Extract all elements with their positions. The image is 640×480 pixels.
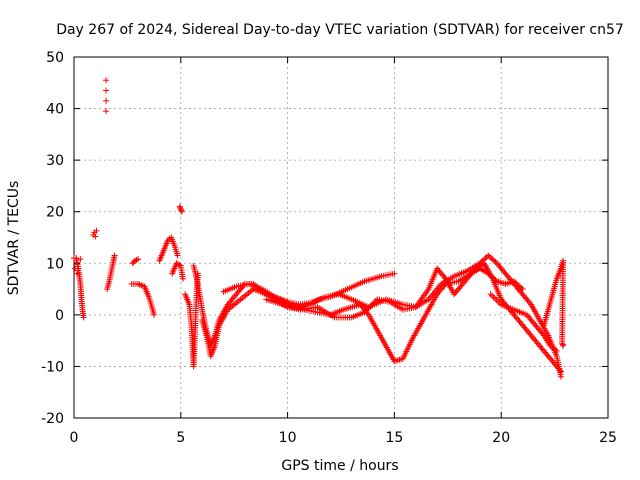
y-tick-label: -20 [41,411,64,427]
data-point [177,204,184,211]
data-point [361,309,368,316]
y-tick-label: 30 [46,153,64,169]
data-point [174,252,181,259]
data-point [489,256,496,263]
x-tick-label: 0 [70,430,79,446]
y-tick-label: 50 [46,50,64,66]
data-point [176,203,183,210]
data-point [103,77,110,84]
data-point [77,256,84,263]
x-tick-label: 5 [176,430,185,446]
x-tick-label: 25 [599,430,617,446]
grid [74,57,608,418]
x-tick-label: 15 [385,430,403,446]
data-point [458,282,465,289]
data-point [80,314,87,321]
data-point [526,300,533,307]
data-point [491,257,498,264]
x-axis-label: GPS time / hours [281,458,398,474]
data-point [487,291,494,298]
y-tick-label: 40 [46,102,64,118]
data-point [176,262,183,269]
plot-frame [73,56,609,419]
x-tick-label: 10 [279,430,297,446]
axis-tick-labels: 0 5 10 15 20 25 -20 -10 0 10 20 30 40 50 [41,50,617,446]
data-point [362,307,369,314]
data-point [559,340,566,347]
data-points [71,77,567,380]
data-point [111,252,118,259]
data-point [178,208,185,215]
data-point [364,306,371,313]
data-point [490,294,497,301]
data-point [93,227,100,234]
x-tick-label: 20 [492,430,510,446]
data-point [489,292,496,299]
data-point [135,256,142,263]
data-point [179,275,186,282]
chart-title: Day 267 of 2024, Sidereal Day-to-day VTE… [56,22,624,38]
data-point [103,108,110,115]
data-point [488,255,495,262]
data-point [559,341,566,348]
data-point [103,97,110,104]
data-point [539,331,546,338]
data-point [151,311,158,318]
data-point [391,270,398,277]
data-point [92,233,99,240]
y-axis-label: SDTVAR / TECUs [6,181,22,296]
data-point [553,347,560,354]
data-point [493,297,500,304]
y-tick-label: -10 [41,359,64,375]
data-point [178,207,185,214]
y-tick-label: 20 [46,205,64,221]
data-point [370,300,377,307]
data-point [482,255,489,262]
y-tick-label: 0 [55,308,64,324]
data-point [103,87,110,94]
data-point [560,342,567,349]
data-point [368,302,375,309]
data-point [365,304,372,311]
axis-ticks [73,56,609,419]
data-point [558,368,565,375]
data-point [558,373,565,380]
data-point [492,295,499,302]
data-point [492,258,499,265]
data-point [556,367,563,374]
data-point [372,297,379,304]
data-point [485,252,492,259]
data-point [441,274,448,281]
y-tick-label: 10 [46,256,64,272]
data-point [367,303,374,310]
data-point [486,253,493,260]
data-point [177,206,184,213]
data-point [371,299,378,306]
